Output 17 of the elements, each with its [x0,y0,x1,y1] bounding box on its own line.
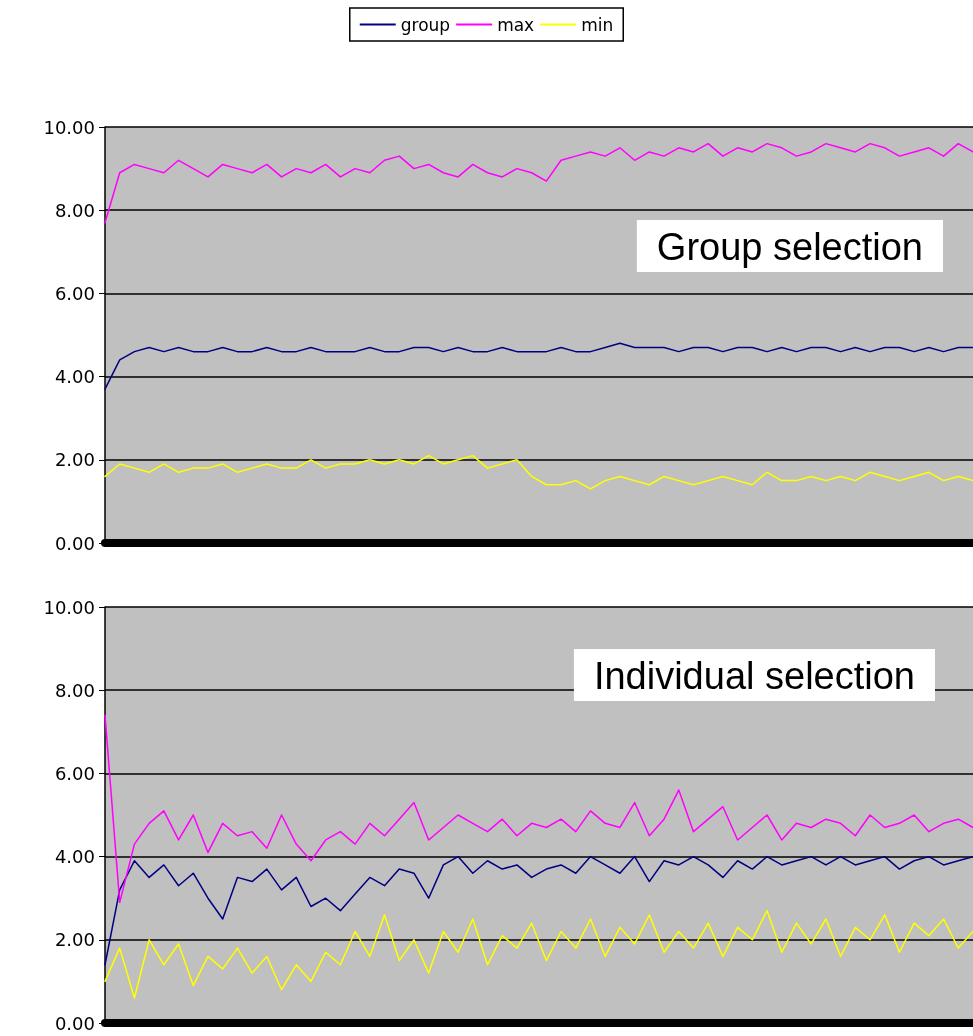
legend-label: min [581,14,614,35]
legend-label: max [497,14,535,35]
y-tick-label: 2.00 [54,929,95,951]
y-tick-label: 4.00 [54,366,95,388]
y-tick-label: 8.00 [54,679,95,701]
y-tick-label: 4.00 [54,846,95,868]
y-tick-label: 8.00 [54,199,95,221]
annotation: Individual selection [593,655,915,697]
annotation: Group selection [656,226,924,268]
y-tick-label: 6.00 [54,282,95,304]
y-tick-label: 10.00 [43,116,95,138]
y-tick-label: 2.00 [54,449,95,471]
y-tick-label: 10.00 [43,596,95,618]
y-tick-label: 0.00 [54,1012,95,1034]
y-tick-label: 6.00 [54,762,95,784]
legend-label: group [400,14,451,35]
y-tick-label: 0.00 [54,532,95,554]
